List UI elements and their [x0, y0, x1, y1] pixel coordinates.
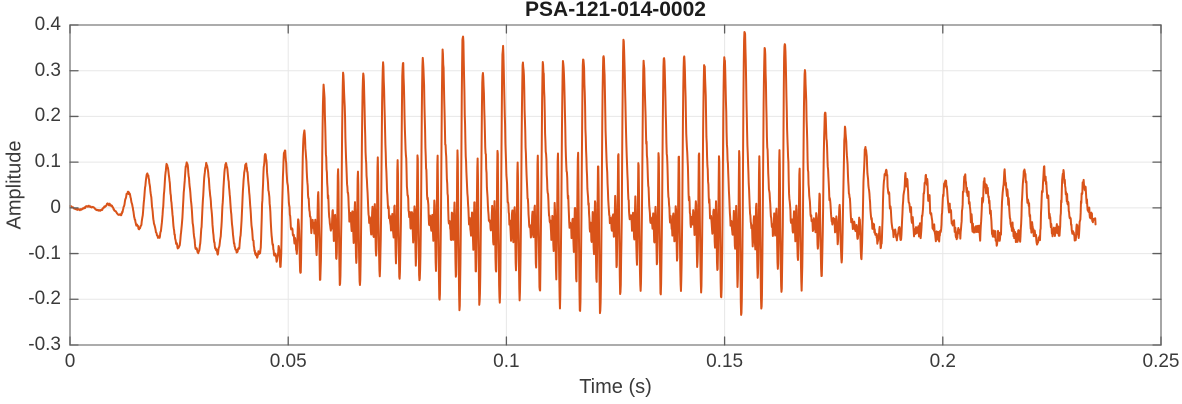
x-tick-label: 0.2: [929, 351, 957, 372]
chart-title: PSA-121-014-0002: [525, 0, 706, 21]
x-tick-label: 0.05: [269, 351, 307, 372]
y-tick-label: -0.1: [28, 242, 61, 264]
x-axis-label: Time (s): [579, 376, 652, 398]
y-tick-label: 0.1: [34, 151, 61, 173]
x-tick-label: 0.15: [706, 351, 744, 372]
x-tick-label: 0: [64, 351, 76, 372]
y-tick-label: -0.2: [28, 288, 61, 310]
y-tick-label: 0.4: [34, 14, 61, 35]
y-tick-label: 0.2: [34, 105, 61, 127]
x-tick-label: 0.1: [493, 351, 520, 372]
y-tick-label: -0.3: [28, 334, 61, 355]
y-tick-label: 0.3: [34, 59, 61, 81]
x-tick-label: 0.25: [1142, 351, 1180, 372]
y-tick-label: 0: [50, 196, 61, 218]
